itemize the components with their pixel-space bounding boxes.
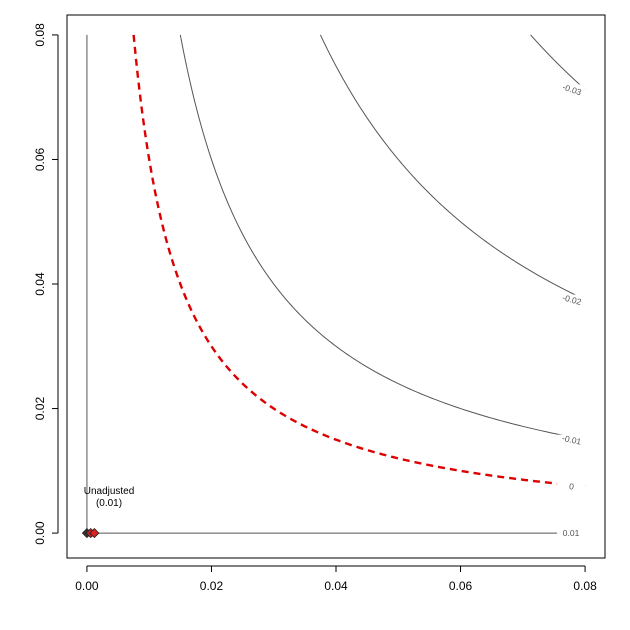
plot-frame	[66, 14, 606, 559]
x-tick-label: 0.00	[75, 579, 99, 593]
annotation: Unadjusted (0.01)	[84, 486, 135, 509]
y-tick-label: 0.04	[33, 272, 47, 296]
diamond-point	[89, 528, 100, 539]
contour-line	[585, 0, 630, 35]
contour-label-bg	[557, 84, 586, 95]
contour-label-bg	[557, 434, 586, 445]
contour-line	[132, 34, 586, 488]
contour-label: 0	[568, 481, 575, 492]
contour-label: -0.01	[561, 433, 582, 447]
y-tick-label: 0.00	[33, 521, 47, 545]
contour-label-bg	[557, 481, 586, 492]
annotation-line-1: Unadjusted	[84, 486, 135, 497]
annotation-line-2: (0.01)	[96, 498, 122, 509]
y-tick-label: 0.08	[33, 23, 47, 47]
contour-lines: 0.010-0.01-0.02-0.03-0.04-0.05-0.06-0.07…	[86, 0, 630, 539]
contour-label: -0.02	[561, 292, 583, 307]
contour-label: 0.01	[563, 528, 580, 538]
x-tick-label: 0.08	[573, 579, 597, 593]
contour-line	[585, 0, 630, 35]
contour-label-bg	[557, 294, 586, 305]
data-points	[81, 528, 100, 539]
contour-line	[86, 34, 586, 534]
y-tick-label: 0.06	[33, 147, 47, 171]
y-tick-label: 0.02	[33, 397, 47, 421]
contour-line	[585, 0, 630, 35]
contour-label-bg	[557, 528, 586, 539]
contour-line	[585, 0, 630, 35]
contour-line	[530, 34, 586, 90]
contour-line	[319, 34, 586, 301]
x-tick-label: 0.02	[200, 579, 224, 593]
y-axis: 0.00 0.02 0.04 0.06 0.08	[33, 23, 59, 545]
x-tick-label: 0.04	[324, 579, 348, 593]
contour-line	[585, 0, 630, 35]
x-axis: 0.00 0.02 0.04 0.06 0.08	[75, 565, 597, 593]
x-tick-label: 0.06	[449, 579, 473, 593]
contour-line	[179, 34, 586, 441]
